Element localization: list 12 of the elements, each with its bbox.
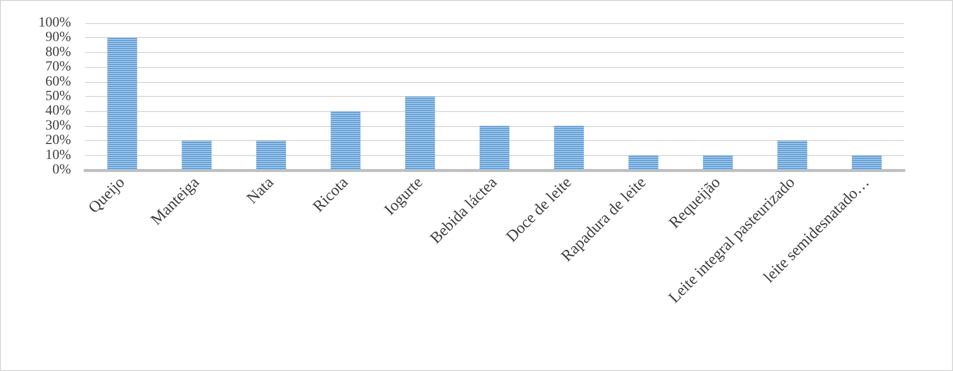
y-tick-label: 10% xyxy=(45,148,72,163)
y-tick-label: 40% xyxy=(45,104,72,119)
y-tick-label: 80% xyxy=(45,44,72,60)
y-tick-label: 100% xyxy=(38,16,72,30)
y-tick-label: 90% xyxy=(45,30,72,46)
y-tick-label: 50% xyxy=(45,89,72,104)
y-tick-label: 30% xyxy=(45,118,72,134)
y-tick-label: 70% xyxy=(45,60,72,75)
y-tick-label: 20% xyxy=(45,133,72,148)
y-tick-label: 0% xyxy=(52,162,72,178)
x-tick-label: Nata xyxy=(244,174,278,208)
y-tick-label: 60% xyxy=(45,74,72,90)
